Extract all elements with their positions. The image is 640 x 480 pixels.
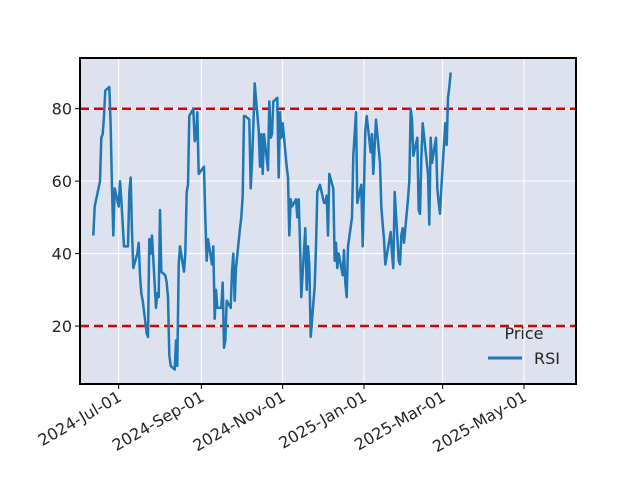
- y-tick-label: 60: [52, 172, 72, 191]
- y-tick-label: 20: [52, 317, 72, 336]
- legend-title: Price: [504, 324, 543, 343]
- legend-entry-rsi: RSI: [534, 349, 560, 368]
- y-axis-ticks: 20 40 60 80: [52, 100, 80, 336]
- y-tick-label: 80: [52, 100, 72, 119]
- y-tick-label: 40: [52, 245, 72, 264]
- plot-frame: [79, 57, 577, 385]
- series-group: [92, 72, 452, 371]
- x-tick-label: 2024-Nov-01: [190, 387, 289, 455]
- legend: Price RSI: [488, 324, 560, 368]
- reference-lines: [80, 107, 576, 328]
- series-line-rsi: [92, 72, 452, 371]
- x-axis-ticks: 2024-Jul-012024-Sep-012024-Nov-012025-Ja…: [35, 384, 530, 456]
- x-gridlines: [118, 58, 525, 384]
